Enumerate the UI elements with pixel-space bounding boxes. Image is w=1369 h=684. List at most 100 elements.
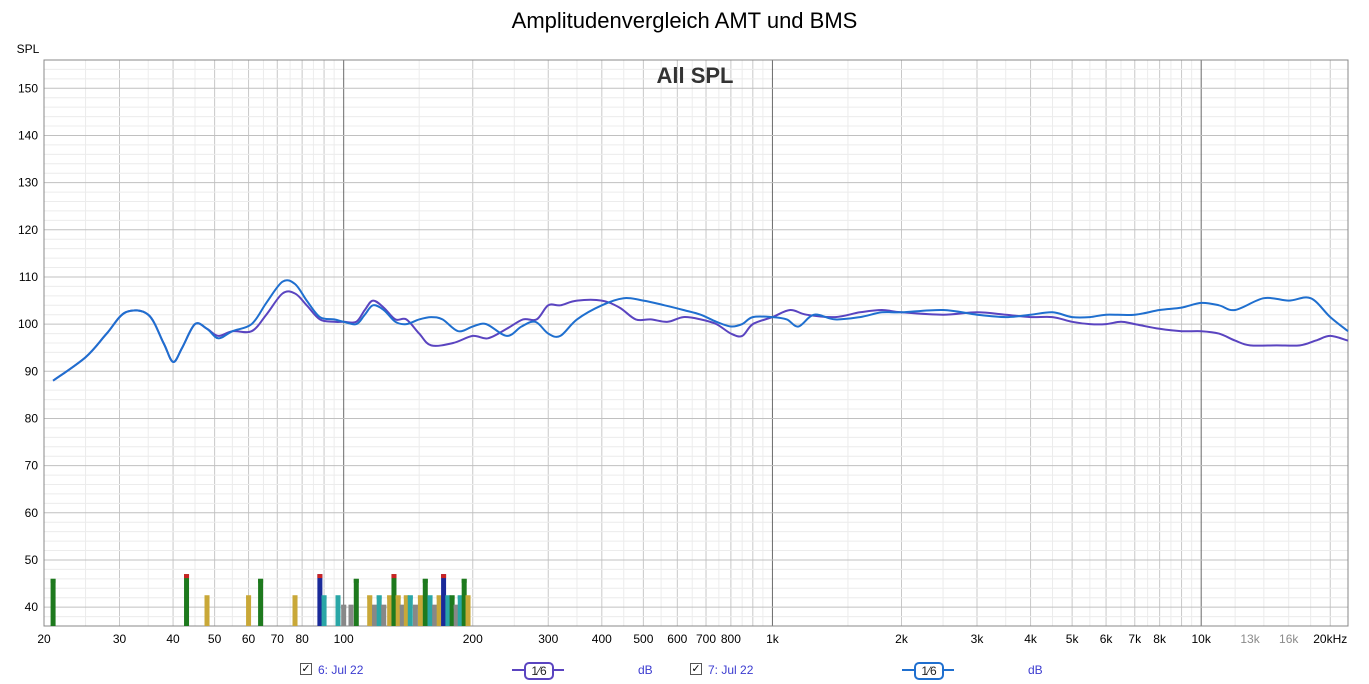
series-1-unit: dB	[638, 663, 653, 677]
y-tick-label: 70	[25, 459, 39, 473]
y-tick-labels: 40 50 60 70 80 90 100 110 120 130 140 150	[18, 81, 38, 614]
plot-frame	[43, 59, 1349, 627]
x-tick-label: 800	[721, 632, 741, 646]
marker-bar	[395, 595, 401, 626]
marker-bar	[453, 604, 459, 626]
overlay-label: All SPL	[656, 63, 733, 88]
marker-bar-cap	[204, 595, 210, 600]
marker-bar	[372, 604, 378, 626]
x-tick-label: 100	[334, 632, 354, 646]
marker-bar	[246, 595, 252, 626]
marker-bar-cap	[399, 604, 405, 609]
series-1-checkbox[interactable]: ✓	[300, 663, 312, 675]
series-2-checkbox[interactable]: ✓	[690, 663, 702, 675]
marker-bar-cap	[387, 595, 393, 600]
marker-bar-cap	[292, 595, 298, 600]
x-tick-label: 400	[592, 632, 612, 646]
marker-bar	[367, 595, 373, 626]
x-tick-label: 500	[633, 632, 653, 646]
marker-bar-cap	[321, 595, 327, 600]
marker-bar-cap	[391, 574, 397, 579]
marker-bar	[391, 574, 397, 626]
marker-bar	[461, 578, 467, 626]
series-2-smoothing-value: 1⁄6	[914, 662, 944, 680]
x-tick-label: 30	[113, 632, 127, 646]
marker-bar-cap	[427, 595, 433, 600]
x-tick-label: 300	[538, 632, 558, 646]
series-1-label: 6: Jul 22	[318, 663, 364, 677]
marker-bar	[387, 595, 393, 626]
marker-bar	[184, 574, 190, 626]
y-tick-label: 90	[25, 364, 39, 378]
marker-bar	[436, 595, 442, 626]
x-tick-label: 7k	[1128, 632, 1142, 646]
y-tick-label: 130	[18, 176, 38, 190]
x-tick-label: 20	[37, 632, 51, 646]
x-tick-label: 70	[271, 632, 285, 646]
marker-bars	[50, 574, 471, 626]
marker-bar-cap	[461, 578, 467, 583]
marker-bar	[258, 578, 264, 626]
marker-bar	[407, 595, 413, 626]
marker-bar	[449, 595, 455, 626]
marker-bar-cap	[417, 595, 423, 600]
x-tick-label: 600	[667, 632, 687, 646]
marker-bar	[465, 595, 471, 626]
spl-chart: All SPL SPL 40 50 60 70 80 90 100 110 120 130 140 1…	[17, 42, 1349, 646]
marker-bar-cap	[317, 574, 323, 579]
marker-bar	[399, 604, 405, 626]
marker-bar-cap	[348, 604, 354, 609]
x-tick-label: 4k	[1024, 632, 1038, 646]
marker-bar-cap	[403, 595, 409, 600]
y-axis-label: SPL	[17, 42, 40, 56]
marker-bar-cap	[341, 604, 347, 609]
series-line-2	[52, 279, 1349, 382]
marker-bar	[50, 578, 56, 626]
marker-bar-cap	[372, 604, 378, 609]
x-tick-label: 8k	[1153, 632, 1167, 646]
y-tick-label: 110	[19, 270, 38, 284]
marker-bar-cap	[381, 604, 387, 609]
marker-bar-cap	[184, 574, 190, 579]
marker-bar-cap	[353, 578, 359, 583]
marker-bar	[422, 578, 428, 626]
x-tick-label: 10k	[1192, 632, 1212, 646]
marker-bar-cap	[422, 578, 428, 583]
marker-bar	[445, 595, 451, 626]
marker-bar-cap	[376, 595, 382, 600]
marker-bar	[381, 604, 387, 626]
marker-bar-cap	[367, 595, 373, 600]
x-tick-label: 16k	[1279, 632, 1299, 646]
marker-bar	[292, 595, 298, 626]
series-2-unit: dB	[1028, 663, 1043, 677]
marker-bar-cap	[258, 578, 264, 583]
series-2-smoothing-control[interactable]: 1⁄6	[902, 660, 954, 680]
x-tick-label: 13k	[1240, 632, 1260, 646]
x-tick-label: 3k	[971, 632, 985, 646]
series-lines	[52, 279, 1349, 382]
legend-entry-1: ✓ 6: Jul 22 1⁄6 dB ✓ 7: Jul 22 1⁄6 dB	[0, 660, 1369, 680]
marker-bar-cap	[412, 604, 418, 609]
marker-bar-cap	[407, 595, 413, 600]
series-line-1	[52, 290, 1349, 382]
y-tick-label: 120	[18, 223, 38, 237]
series-1-smoothing-control[interactable]: 1⁄6	[512, 660, 564, 680]
marker-bar	[348, 604, 354, 626]
y-tick-label: 40	[25, 600, 39, 614]
marker-bar	[457, 595, 463, 626]
marker-bar	[427, 595, 433, 626]
marker-bar-cap	[436, 595, 442, 600]
marker-bar	[403, 595, 409, 626]
y-tick-label: 80	[25, 411, 39, 425]
marker-bar	[417, 595, 423, 626]
series-2-label: 7: Jul 22	[708, 663, 754, 677]
x-tick-label: 40	[166, 632, 180, 646]
marker-bar	[432, 604, 438, 626]
y-tick-label: 150	[18, 81, 38, 95]
grid-minor	[44, 59, 1348, 627]
marker-bar-cap	[50, 578, 56, 583]
x-tick-label: 60	[242, 632, 256, 646]
y-tick-label: 100	[18, 317, 38, 331]
x-tick-label: 20kHz	[1313, 632, 1347, 646]
y-tick-label: 50	[25, 553, 39, 567]
